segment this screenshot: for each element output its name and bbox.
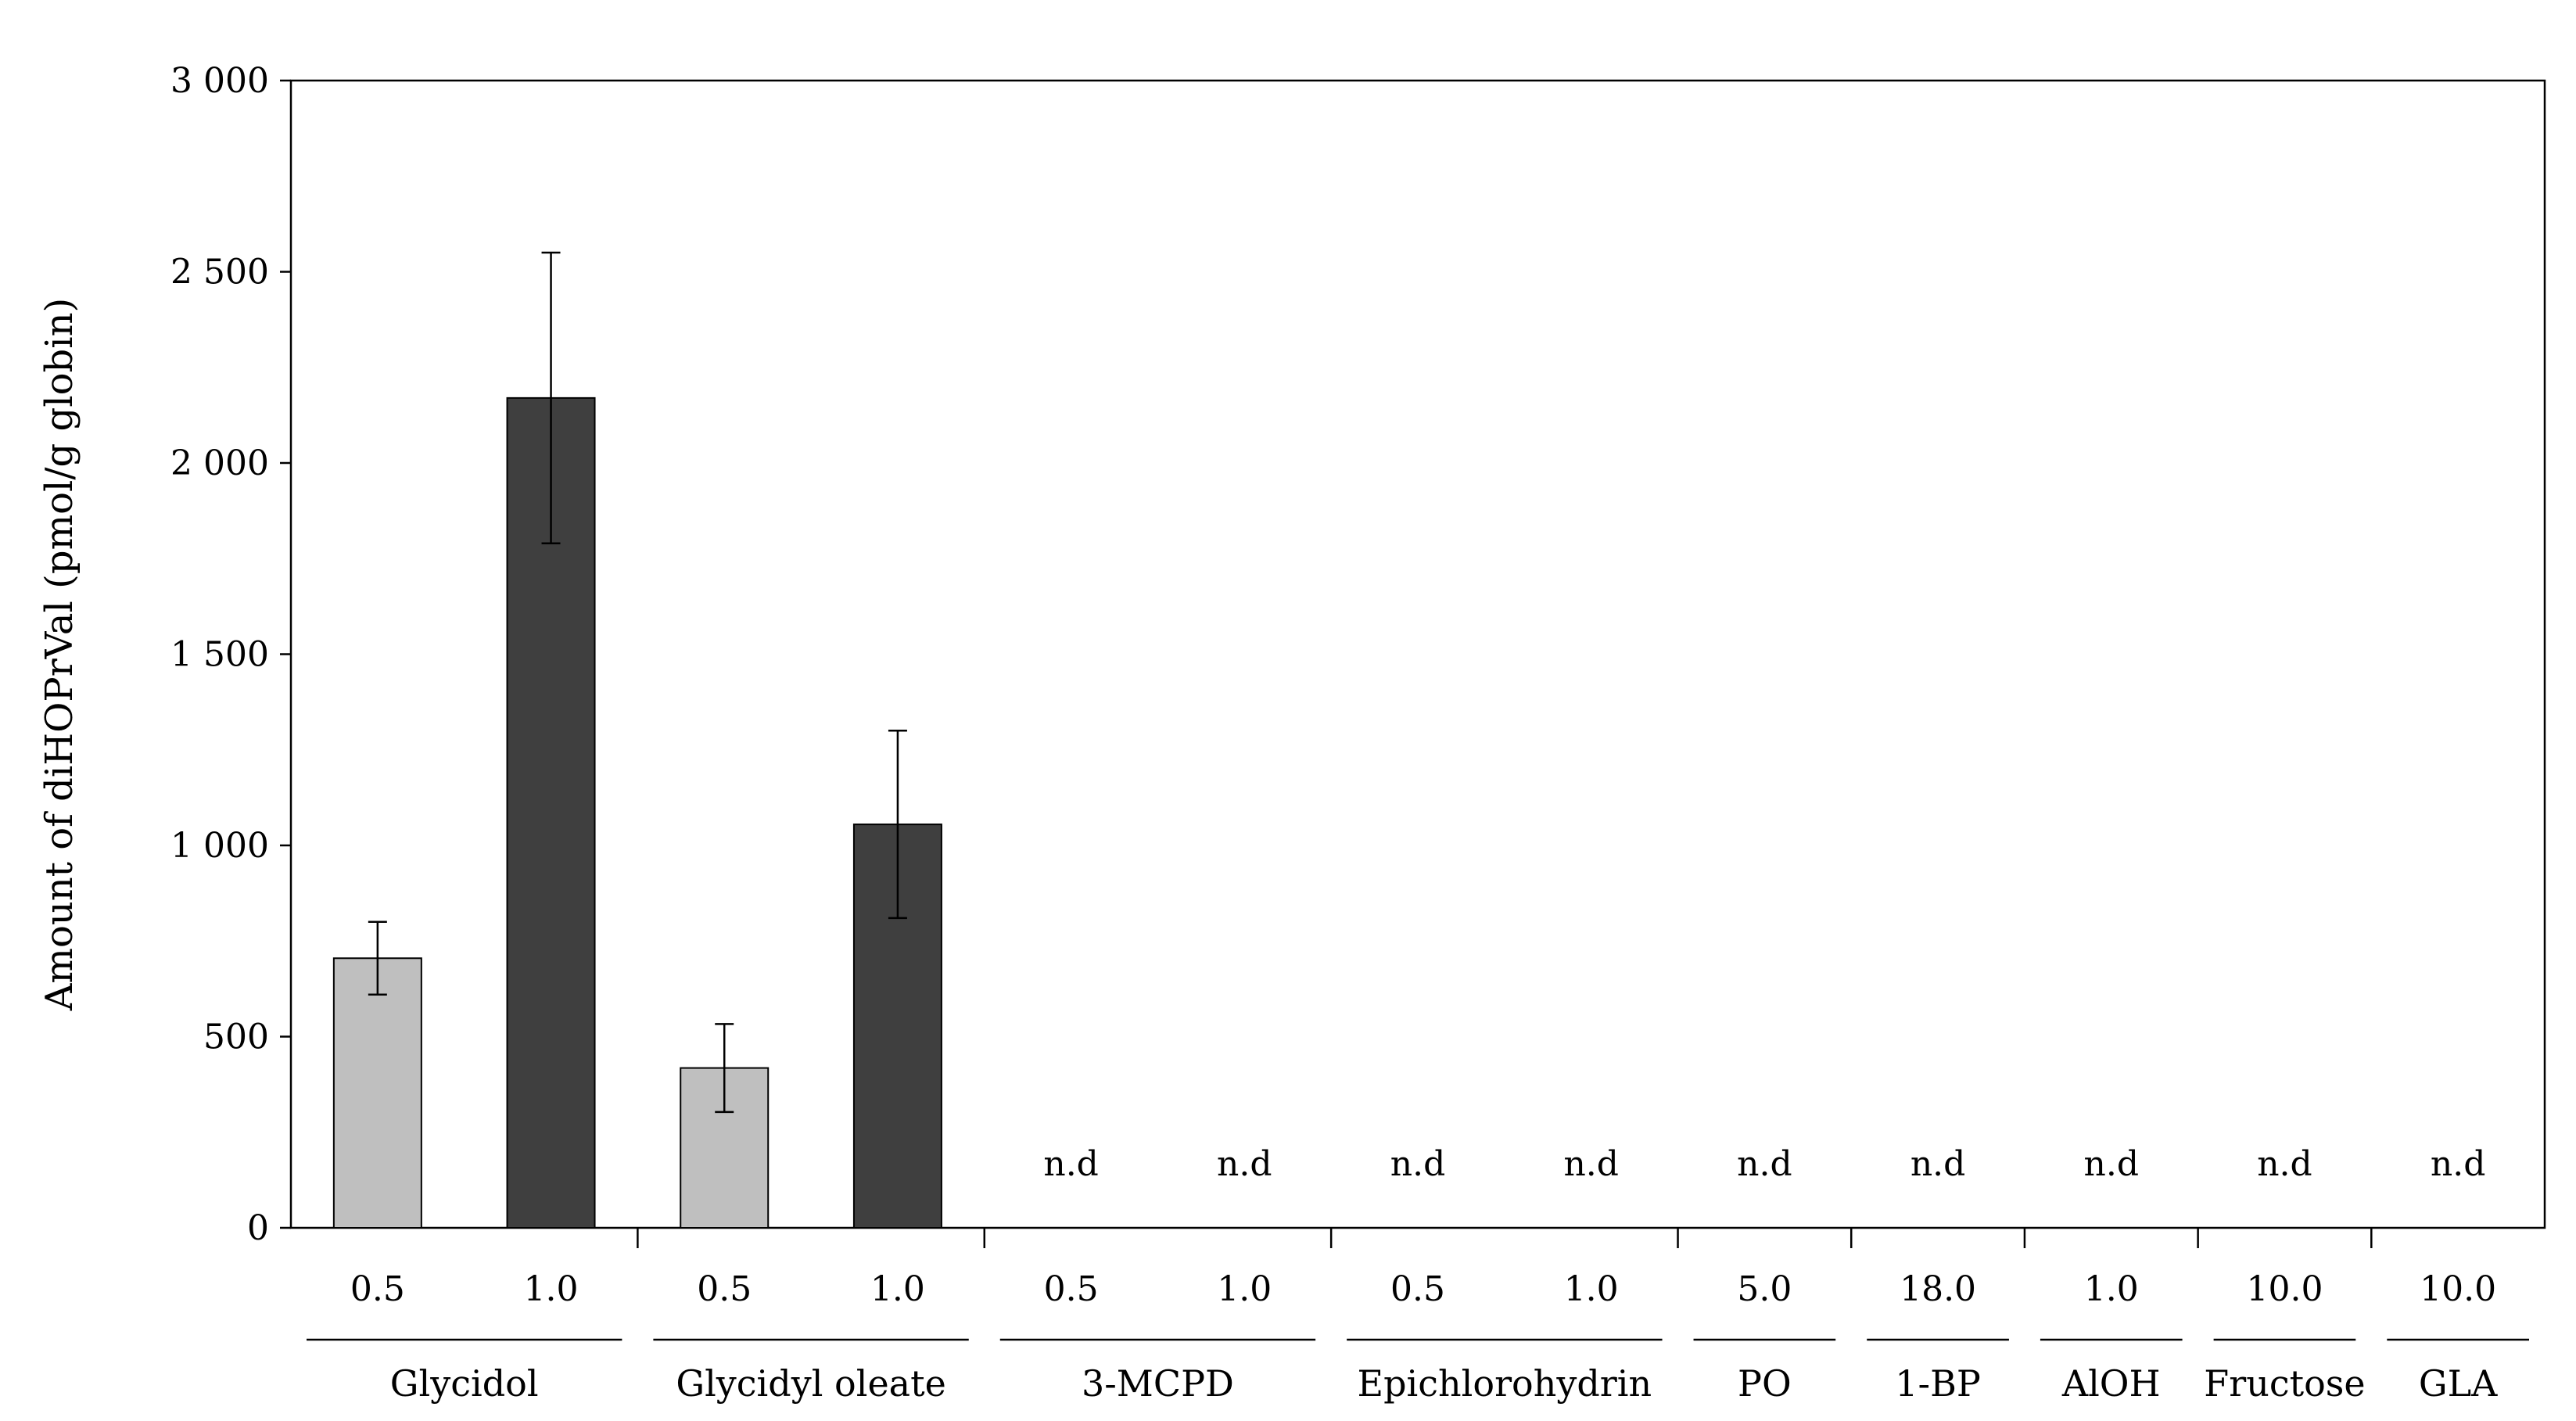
group-label: Fructose	[2204, 1362, 2365, 1405]
not-detected-label: n.d	[1217, 1144, 1272, 1184]
not-detected-label: n.d	[2257, 1144, 2312, 1184]
dose-label: 0.5	[1044, 1269, 1099, 1309]
y-axis-label: Amount of diHOPrVal (pmol/g globin)	[38, 298, 81, 1011]
not-detected-label: n.d	[1043, 1144, 1099, 1184]
not-detected-label: n.d	[1563, 1144, 1619, 1184]
bar	[332, 957, 422, 1229]
y-tick-label: 1 000	[170, 826, 269, 866]
dose-label: 1.0	[1564, 1269, 1619, 1309]
group-label: PO	[1738, 1362, 1792, 1405]
dose-label: 1.0	[524, 1269, 579, 1309]
group-label: GLA	[2419, 1362, 2498, 1405]
y-tick-label: 2 000	[170, 443, 269, 483]
group-label: Epichlorohydrin	[1358, 1362, 1652, 1405]
dose-label: 0.5	[1390, 1269, 1445, 1309]
group-label: Glycidyl oleate	[676, 1362, 945, 1405]
dose-label: 0.5	[697, 1269, 752, 1309]
dose-label: 5.0	[1737, 1269, 1792, 1309]
group-label: 1-BP	[1895, 1362, 1981, 1405]
y-tick-label: 500	[203, 1017, 269, 1057]
group-label: Glycidol	[390, 1362, 539, 1405]
not-detected-label: n.d	[2084, 1144, 2140, 1184]
dose-label: 10.0	[2246, 1269, 2323, 1309]
plot-frame	[289, 79, 2546, 1229]
y-tick-label: 2 500	[170, 253, 269, 292]
dose-label: 1.0	[1217, 1269, 1272, 1309]
not-detected-label: n.d	[1737, 1144, 1792, 1184]
dose-label: 10.0	[2420, 1269, 2496, 1309]
dose-label: 1.0	[870, 1269, 925, 1309]
not-detected-label: n.d	[2431, 1144, 2486, 1184]
group-label: AlOH	[2061, 1362, 2161, 1405]
dose-label: 0.5	[350, 1269, 405, 1309]
y-tick-label: 3 000	[170, 61, 269, 101]
dose-label: 1.0	[2084, 1269, 2139, 1309]
not-detected-label: n.d	[1390, 1144, 1446, 1184]
y-tick-label: 0	[247, 1208, 269, 1248]
not-detected-label: n.d	[1910, 1144, 1966, 1184]
dose-label: 18.0	[1900, 1269, 1976, 1309]
y-tick-label: 1 500	[170, 635, 269, 675]
group-label: 3-MCPD	[1082, 1362, 1234, 1405]
